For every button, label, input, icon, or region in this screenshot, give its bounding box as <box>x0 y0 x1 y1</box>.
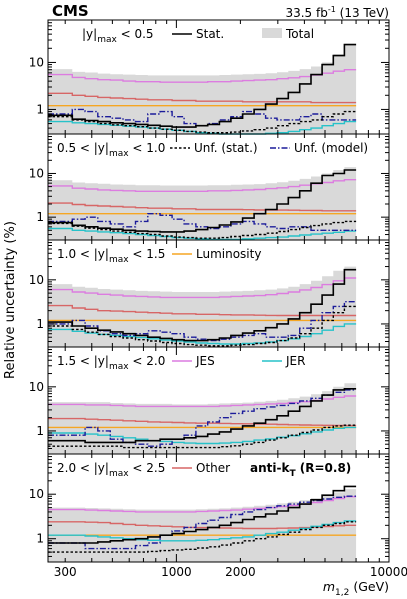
y-tick-label-10: 10 <box>29 487 44 501</box>
unf-stat-line-panel-4 <box>48 424 357 449</box>
unf-stat-line-panel-3 <box>48 305 357 347</box>
legend-total-swatch <box>262 28 282 38</box>
y-tick-label-1: 1 <box>36 317 44 331</box>
jes-line-panel-3 <box>48 277 357 299</box>
panel-label-5: 2.0 < |y|max < 2.5 <box>57 461 165 479</box>
panels-group: 1 10 |y|max < 0.5 Stat. Total 1 10 0.5 < |y|max… <box>29 19 407 579</box>
panel-label-3: 1.0 < |y|max < 1.5 <box>57 247 165 265</box>
legend-jer-label: JER <box>285 354 305 368</box>
jer-line-panel-3 <box>48 323 357 345</box>
y-tick-label-10: 10 <box>29 273 44 287</box>
other-line-panel-4 <box>48 417 357 427</box>
legend-unf-stat-label: Unf. (stat.) <box>194 141 258 155</box>
unf-model-line-panel-2 <box>48 213 357 231</box>
stat-line-panel-3 <box>48 268 357 342</box>
jer-line-panel-4 <box>48 426 357 445</box>
total-band-panel-5 <box>48 489 357 562</box>
other-line-panel-3 <box>48 304 357 317</box>
y-tick-label-1: 1 <box>36 424 44 438</box>
stat-line-panel-2 <box>48 169 357 233</box>
x-tick-label-2000: 2000 <box>225 565 256 579</box>
x-axis-label: m1,2 (GeV) <box>323 579 389 598</box>
x-tick-label-300: 300 <box>54 565 77 579</box>
x-tick-label-10000: 10000 <box>370 565 407 579</box>
experiment-label: CMS <box>52 2 89 20</box>
y-tick-label-1: 1 <box>36 102 44 116</box>
panel-label-2: 0.5 < |y|max < 1.0 <box>57 141 165 159</box>
stat-line-panel-5 <box>48 485 357 544</box>
total-band-panel-1 <box>48 43 357 135</box>
y-tick-label-10: 10 <box>29 380 44 394</box>
luminosity-label: 33.5 fb-1 (13 TeV) <box>285 5 389 20</box>
total-band-panel-4 <box>48 383 357 454</box>
unf-stat-line-panel-2 <box>48 220 357 239</box>
y-axis-label: Relative uncertainty (%) <box>3 221 18 379</box>
jet-algorithm-label: anti-kT (R=0.8) <box>250 461 351 479</box>
legend-total-label: Total <box>285 27 314 41</box>
y-tick-label-1: 1 <box>36 532 44 546</box>
x-tick-label-1000: 1000 <box>161 565 192 579</box>
total-band-panel-3 <box>48 266 357 347</box>
legend-jes-label: JES <box>195 354 215 368</box>
panel-label-1: |y|max < 0.5 <box>82 27 154 45</box>
stat-line-panel-1 <box>48 43 357 128</box>
other-line-panel-2 <box>48 202 357 212</box>
stat-line-panel-4 <box>48 388 357 444</box>
y-tick-label-10: 10 <box>29 166 44 180</box>
other-line-panel-1 <box>48 92 357 104</box>
legend-unf-model-label: Unf. (model) <box>294 141 368 155</box>
legend-stat-label: Stat. <box>196 27 224 41</box>
unf-stat-line-panel-5 <box>48 521 357 553</box>
jer-line-panel-2 <box>48 227 357 241</box>
total-band-panel-2 <box>48 167 357 240</box>
y-tick-label-10: 10 <box>29 55 44 69</box>
legend-lumi-label: Luminosity <box>196 247 261 261</box>
panel-label-4: 1.5 < |y|max < 2.0 <box>57 354 165 372</box>
jer-line-panel-5 <box>48 520 357 542</box>
unf-stat-line-panel-1 <box>48 110 357 134</box>
legend-other-label: Other <box>196 461 230 475</box>
y-tick-label-1: 1 <box>36 210 44 224</box>
